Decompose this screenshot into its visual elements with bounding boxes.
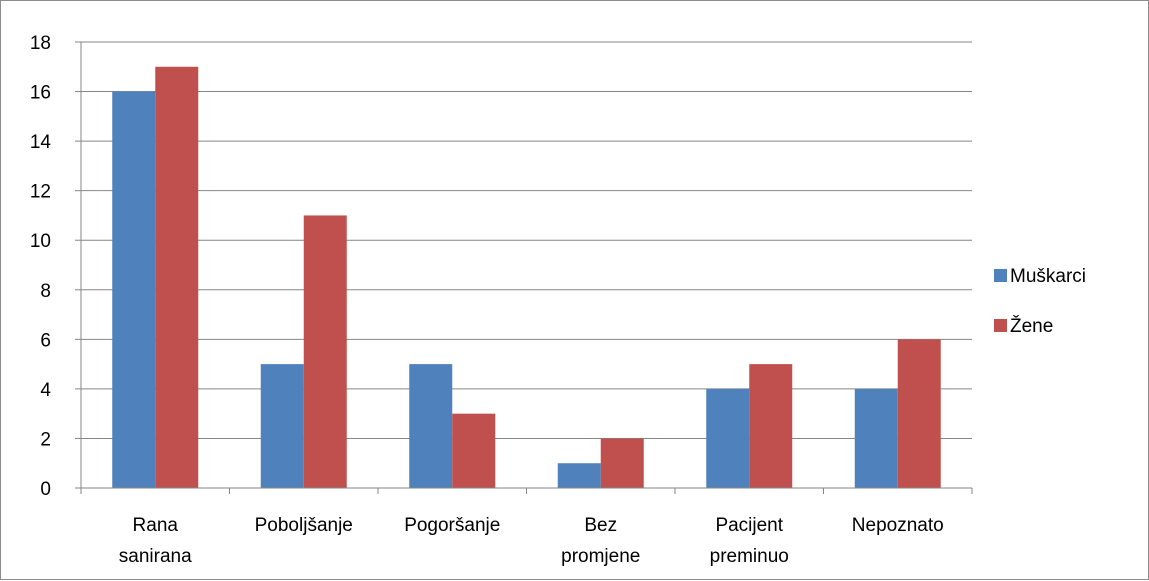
- x-tick-label-line: Bez: [584, 515, 617, 536]
- legend-label-muskarci: Muškarci: [1010, 266, 1086, 287]
- legend-label-zene: Žene: [1010, 315, 1053, 337]
- x-tick-label: Pacijent preminuo: [710, 515, 789, 567]
- x-tick-label-line: Rana: [133, 515, 179, 536]
- y-tick-label: 0: [40, 479, 51, 500]
- bar-muskarci-0: [112, 91, 156, 489]
- y-tick-label: 10: [30, 231, 51, 252]
- y-tick-labels: 0 2 4 6 8 10 12 14 16 18: [30, 33, 52, 500]
- gridlines: [81, 41, 972, 439]
- bar-zene-0: [155, 66, 199, 489]
- x-tick-label: Rana sanirana: [119, 515, 192, 567]
- bar-muskarci-3: [557, 463, 601, 488]
- x-tick-label-line: Pacijent: [715, 515, 783, 536]
- y-tick-label: 14: [30, 132, 52, 153]
- y-tick-label: 4: [40, 380, 51, 401]
- y-tick-label: 2: [40, 429, 51, 450]
- bar-zene-3: [600, 438, 644, 488]
- bar-zene-1: [303, 215, 347, 488]
- y-tick-label: 8: [40, 281, 51, 302]
- x-tick-label: Nepoznato: [852, 515, 944, 536]
- bar-muskarci-2: [409, 364, 453, 488]
- bar-muskarci-5: [854, 388, 898, 488]
- bar-zene-2: [452, 413, 496, 488]
- legend-swatch-zene: [994, 319, 1007, 332]
- legend-swatch-muskarci: [994, 269, 1007, 282]
- bar-zene-4: [749, 364, 793, 488]
- bar-muskarci-1: [260, 364, 304, 488]
- y-tick-label: 6: [40, 330, 51, 351]
- y-tick-label: 12: [30, 182, 51, 203]
- y-tick-label: 18: [30, 33, 51, 54]
- axes: [75, 41, 973, 494]
- bar-zene-5: [897, 339, 941, 488]
- legend: Muškarci Žene: [994, 266, 1086, 337]
- x-tick-label-line: sanirana: [119, 546, 192, 567]
- y-tick-label: 16: [30, 83, 51, 104]
- x-tick-label-line: promjene: [561, 546, 640, 567]
- x-tick-labels: Rana sanirana Poboljšanje Pogoršanje Bez prom…: [119, 515, 944, 567]
- x-tick-label-line: Poboljšanje: [255, 515, 353, 536]
- bars: [112, 66, 941, 489]
- bar-muskarci-4: [706, 388, 750, 488]
- x-tick-label: Poboljšanje: [255, 515, 353, 536]
- x-tick-label-line: preminuo: [710, 546, 789, 567]
- x-tick-label: Bez promjene: [561, 515, 640, 567]
- x-tick-label-line: Nepoznato: [852, 515, 944, 536]
- x-tick-label-line: Pogoršanje: [404, 515, 500, 536]
- x-tick-label: Pogoršanje: [404, 515, 500, 536]
